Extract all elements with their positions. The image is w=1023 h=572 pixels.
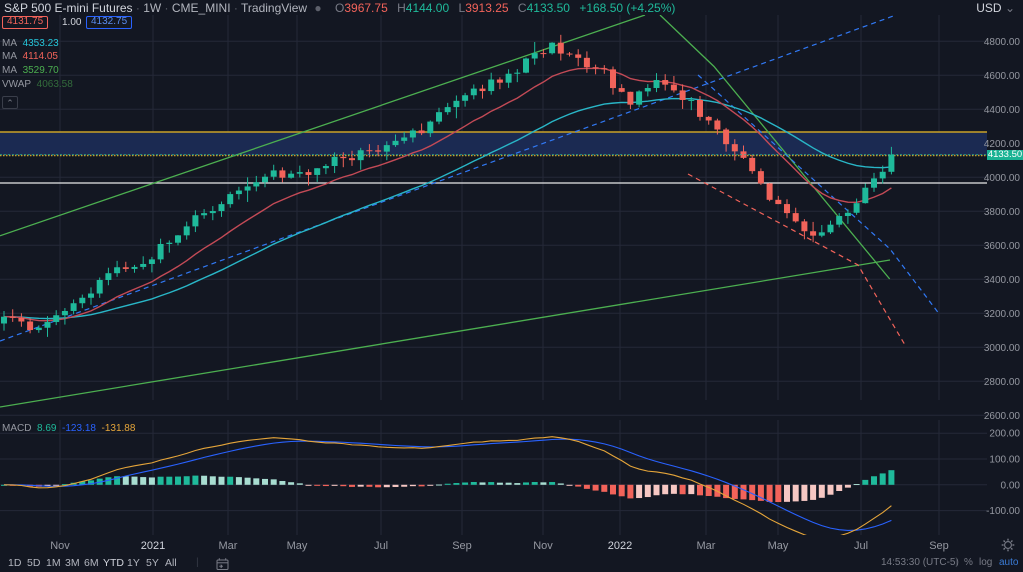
svg-text:4800.00: 4800.00 xyxy=(984,37,1021,48)
svg-text:0.00: 0.00 xyxy=(1001,480,1021,491)
svg-text:2800.00: 2800.00 xyxy=(984,377,1021,388)
svg-text:4600.00: 4600.00 xyxy=(984,71,1021,82)
svg-text:3800.00: 3800.00 xyxy=(984,207,1021,218)
svg-text:Sep: Sep xyxy=(929,540,949,552)
svg-text:4400.00: 4400.00 xyxy=(984,105,1021,116)
svg-text:Nov: Nov xyxy=(533,540,553,552)
svg-text:2021: 2021 xyxy=(141,540,165,552)
svg-text:3600.00: 3600.00 xyxy=(984,241,1021,252)
svg-text:Jul: Jul xyxy=(854,540,868,552)
svg-text:2600.00: 2600.00 xyxy=(984,411,1021,420)
svg-text:Sep: Sep xyxy=(452,540,472,552)
svg-text:3000.00: 3000.00 xyxy=(984,343,1021,354)
svg-text:May: May xyxy=(768,540,789,552)
svg-text:4000.00: 4000.00 xyxy=(984,173,1021,184)
svg-text:200.00: 200.00 xyxy=(989,429,1020,440)
svg-text:Nov: Nov xyxy=(50,540,70,552)
svg-text:Jul: Jul xyxy=(374,540,388,552)
svg-text:2022: 2022 xyxy=(608,540,632,552)
svg-text:3200.00: 3200.00 xyxy=(984,309,1021,320)
svg-text:100.00: 100.00 xyxy=(989,455,1020,466)
svg-text:-100.00: -100.00 xyxy=(986,506,1020,517)
svg-text:3400.00: 3400.00 xyxy=(984,275,1021,286)
svg-text:May: May xyxy=(287,540,308,552)
svg-text:Mar: Mar xyxy=(697,540,716,552)
svg-text:Mar: Mar xyxy=(219,540,238,552)
